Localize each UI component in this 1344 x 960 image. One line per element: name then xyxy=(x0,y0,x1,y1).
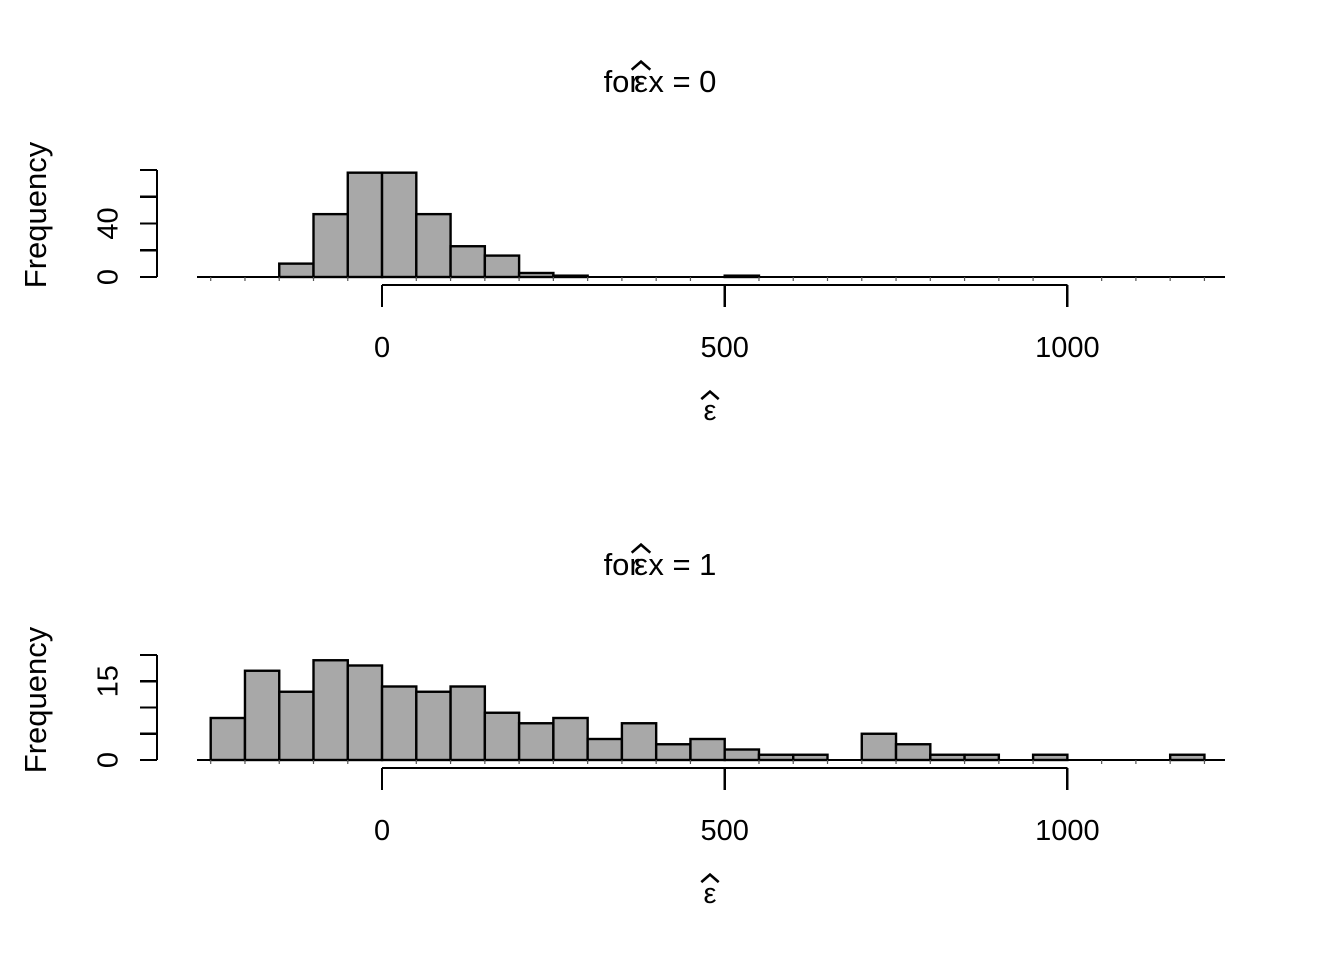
plot-title-hat-icon-1 xyxy=(630,542,652,554)
histogram-bar xyxy=(654,743,692,762)
histogram-bar xyxy=(860,732,898,762)
plot-title-epsilon-1: ε xyxy=(634,547,648,582)
x-axis-title-1-hat-icon xyxy=(700,872,720,884)
histogram-bar xyxy=(278,690,315,762)
y-tick-label-1-0: 0 xyxy=(93,752,125,768)
histogram-bar xyxy=(586,737,624,762)
y-tick-label-1-3: 15 xyxy=(93,665,125,697)
plot-title-group-0: ε for x = 0 xyxy=(604,59,717,99)
plot-title-hat-icon-0 xyxy=(630,59,652,71)
histogram-bar xyxy=(552,716,589,762)
histogram-bar xyxy=(483,711,521,762)
x-axis-0: 0 500 1000 xyxy=(210,277,1206,364)
bars-group-1 xyxy=(209,659,1206,762)
histogram-bar xyxy=(483,254,521,279)
y-axis-title-0: Frequency xyxy=(18,141,53,288)
x-tick-label-0-2: 1000 xyxy=(1035,332,1100,364)
y-tick-label-0-2: 40 xyxy=(93,207,125,239)
plot-title-text-1: for x = 1 xyxy=(604,547,717,582)
y-axis-title-1: Frequency xyxy=(18,626,53,773)
histogram-bar xyxy=(620,722,658,762)
histogram-plot-0: ε for x = 0 0 40 Frequency 0 500 1000 ε xyxy=(18,59,1225,427)
histogram-bar xyxy=(894,743,932,762)
y-tick-label-0-0: 0 xyxy=(93,269,125,285)
histogram-bar xyxy=(380,685,418,762)
y-axis-0: 0 40 xyxy=(93,168,159,285)
histogram-bar xyxy=(723,748,761,762)
plot-title-group-1: ε for x = 1 xyxy=(604,542,717,582)
plot-title-epsilon-0: ε xyxy=(634,64,648,99)
histogram-bar xyxy=(449,685,487,762)
x-tick-label-0-0: 0 xyxy=(374,332,390,364)
histogram-bar xyxy=(517,722,555,762)
histogram-bar xyxy=(346,664,384,762)
histogram-plot-1: ε for x = 1 0 15 Frequency 0 500 1000 ε xyxy=(18,542,1225,910)
x-tick-label-1-2: 1000 xyxy=(1035,815,1100,847)
bars-group-0 xyxy=(278,171,761,279)
histogram-bar xyxy=(689,737,726,762)
x-tick-label-1-1: 500 xyxy=(701,815,749,847)
histogram-bar xyxy=(415,212,452,279)
x-tick-label-0-1: 500 xyxy=(701,332,749,364)
histogram-bar xyxy=(312,659,349,762)
histogram-bar xyxy=(209,716,247,762)
x-axis-1: 0 500 1000 xyxy=(210,760,1206,847)
histogram-bar xyxy=(380,171,418,279)
histogram-bar xyxy=(278,262,315,279)
histogram-bar xyxy=(449,245,487,279)
plot-title-text-0: for x = 0 xyxy=(604,64,717,99)
histogram-panel-1: ε for x = 1 0 15 Frequency 0 500 1000 ε xyxy=(0,480,1344,950)
x-axis-title-1-epsilon-glyph: ε xyxy=(704,878,717,910)
x-axis-title-0-hat-icon xyxy=(700,389,720,401)
histogram-bar xyxy=(243,669,281,762)
y-axis-1: 0 15 xyxy=(93,653,159,768)
histogram-panel-0: ε for x = 0 0 40 Frequency 0 500 1000 ε xyxy=(0,0,1344,470)
histogram-bar xyxy=(415,690,452,762)
histogram-bar xyxy=(312,212,349,279)
x-axis-title-0-epsilon-glyph: ε xyxy=(704,395,717,427)
x-tick-label-1-0: 0 xyxy=(374,815,390,847)
histogram-bar xyxy=(346,171,384,279)
